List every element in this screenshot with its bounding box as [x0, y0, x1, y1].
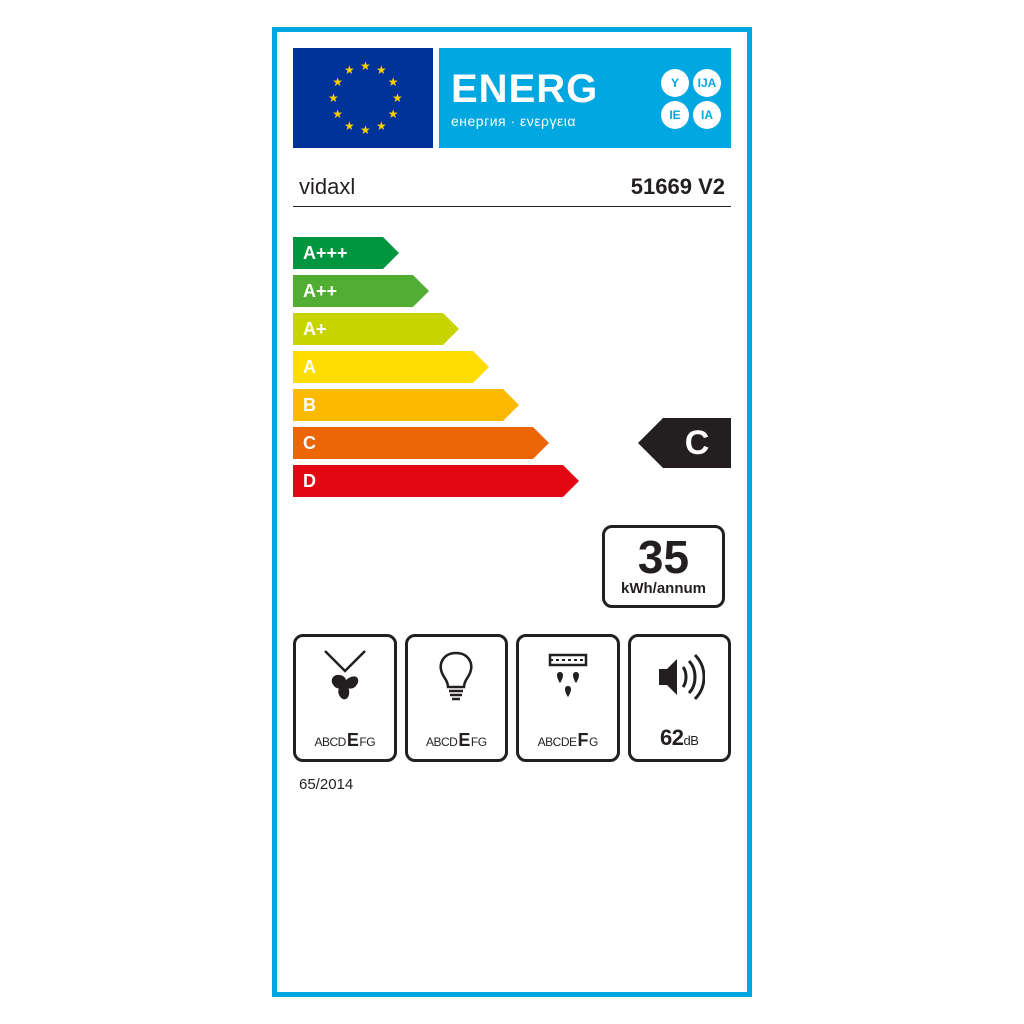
- efficiency-bar: A+: [293, 313, 443, 345]
- fan-rating: ABCDEFG: [314, 730, 375, 751]
- efficiency-bar: A: [293, 351, 473, 383]
- lang-code: Y: [661, 69, 689, 97]
- efficiency-scale: A+++A++A+ABCD C: [293, 237, 731, 497]
- energy-label: ★★★★★★★★★★★★ ENERG енергия · ενεργεια Y …: [272, 27, 752, 997]
- model-number: 51669 V2: [631, 174, 725, 200]
- fan-icon: [319, 647, 371, 707]
- regulation-number: 65/2014: [293, 776, 731, 793]
- grease-efficiency-box: ABCDEFG: [516, 634, 620, 762]
- efficiency-bar: D: [293, 465, 563, 497]
- rating-indicator: C: [638, 418, 731, 468]
- eu-flag-icon: ★★★★★★★★★★★★: [293, 48, 433, 148]
- energy-banner: ENERG енергия · ενεργεια Y IJA IE IA: [439, 48, 731, 148]
- sound-icon: [653, 647, 705, 707]
- brand-name: vidaxl: [299, 174, 355, 200]
- rating-letter: C: [663, 418, 731, 468]
- consumption-value: 35: [621, 534, 706, 580]
- consumption-unit: kWh/annum: [621, 580, 706, 597]
- grease-filter-icon: [542, 647, 594, 707]
- lang-code: IA: [693, 101, 721, 129]
- light-efficiency-box: ABCDEFG: [405, 634, 509, 762]
- noise-box: 62dB: [628, 634, 732, 762]
- product-row: vidaxl 51669 V2: [293, 174, 731, 207]
- lang-code: IE: [661, 101, 689, 129]
- noise-value: 62dB: [660, 725, 698, 751]
- consumption-box: 35 kWh/annum: [602, 525, 725, 608]
- sub-ratings-row: ABCDEFG ABCDEFG ABCDEFG 62dB: [293, 634, 731, 762]
- fan-efficiency-box: ABCDEFG: [293, 634, 397, 762]
- light-rating: ABCDEFG: [426, 730, 487, 751]
- language-codes: Y IJA IE IA: [661, 56, 721, 142]
- header: ★★★★★★★★★★★★ ENERG енергия · ενεργεια Y …: [293, 48, 731, 148]
- energy-subtitle: енергия · ενεργεια: [451, 113, 598, 129]
- efficiency-bar: A+++: [293, 237, 383, 269]
- efficiency-bar: C: [293, 427, 533, 459]
- lightbulb-icon: [430, 647, 482, 707]
- efficiency-bar: B: [293, 389, 503, 421]
- grease-rating: ABCDEFG: [538, 730, 598, 751]
- energy-title: ENERG: [451, 69, 598, 109]
- lang-code: IJA: [693, 69, 721, 97]
- efficiency-bar: A++: [293, 275, 413, 307]
